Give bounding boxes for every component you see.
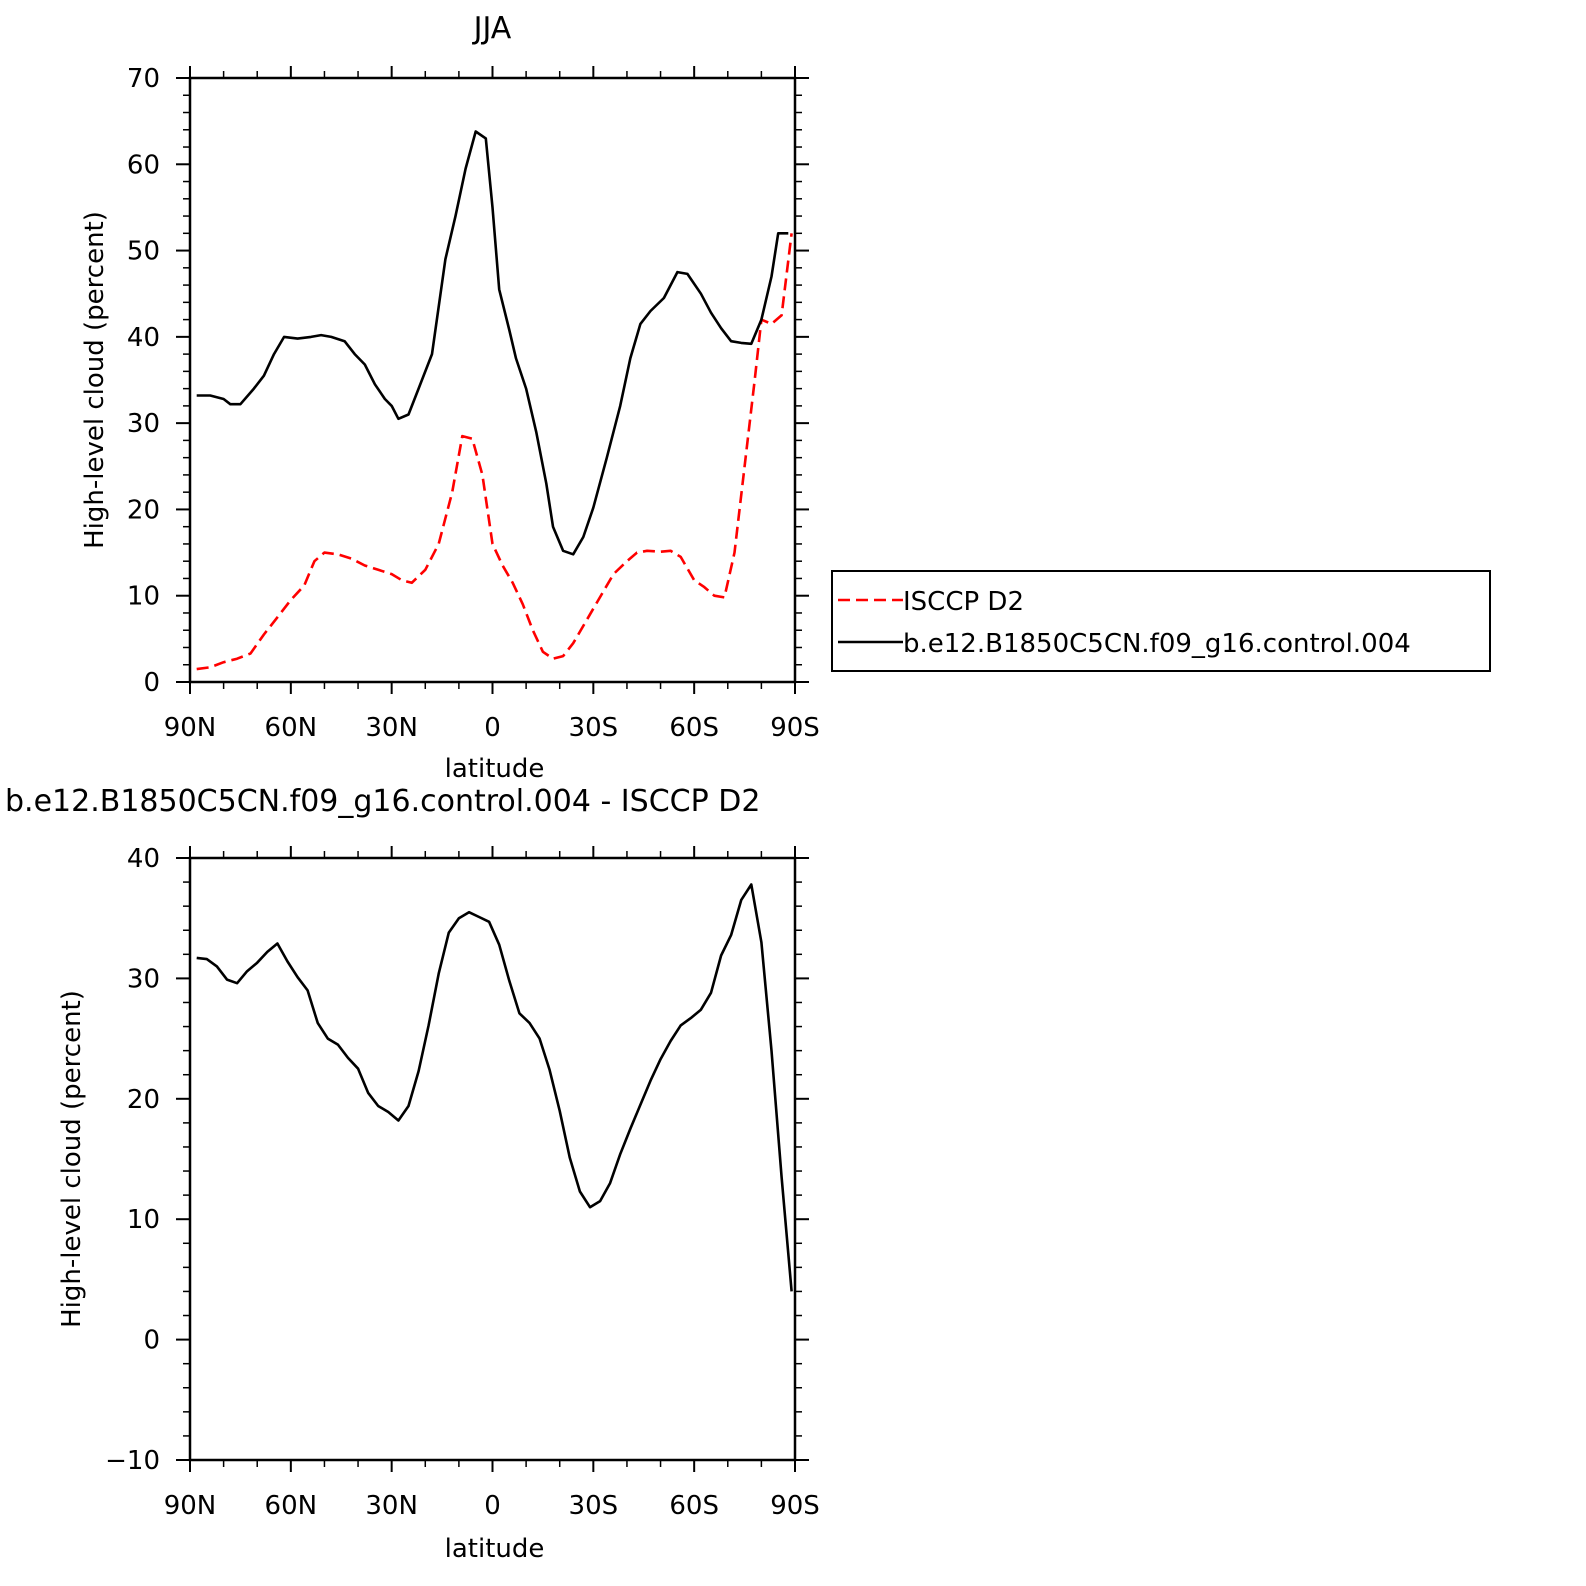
x-tick-label: 90S <box>770 713 820 743</box>
x-tick-label: 60N <box>265 1491 318 1521</box>
legend-entry-label: b.e12.B1850C5CN.f09_g16.control.004 <box>903 629 1411 659</box>
x-tick-label: 0 <box>484 1491 501 1521</box>
x-tick-label: 30S <box>569 713 619 743</box>
chart-title: JJA <box>472 11 512 46</box>
legend: ISCCP D2 b.e12.B1850C5CN.f09_g16.control.… <box>831 570 1491 672</box>
x-tick-label: 90S <box>770 1491 820 1521</box>
x-tick-label: 0 <box>484 713 501 743</box>
x-tick-label: 30N <box>365 1491 418 1521</box>
y-tick-label: 0 <box>143 1326 160 1356</box>
series-line-model-control <box>196 130 789 556</box>
x-tick-label: 30S <box>569 1491 619 1521</box>
y-tick-label: 50 <box>127 237 160 267</box>
x-axis-label: latitude <box>445 754 545 784</box>
y-axis-label: High-level cloud (percent) <box>57 990 87 1328</box>
x-tick-label: 60S <box>669 713 719 743</box>
y-tick-label: 10 <box>127 582 160 612</box>
legend-box <box>831 570 1491 672</box>
series-line-model-control <box>196 883 793 1292</box>
chart-title: b.e12.B1850C5CN.f09_g16.control.004 - IS… <box>5 784 760 819</box>
y-tick-label: 20 <box>127 495 160 525</box>
y-tick-label: 20 <box>127 1085 160 1115</box>
y-tick-label: 40 <box>127 844 160 874</box>
top-panel-jja: JJA 90N 60N 30N 0 30S 60S 90S 0 10 20 30 40 50 60 70 lat… <box>80 11 820 784</box>
x-tick-label: 30N <box>365 713 418 743</box>
x-tick-label: 60S <box>669 1491 719 1521</box>
y-tick-label: 60 <box>127 150 160 180</box>
y-tick-label: 0 <box>143 668 160 698</box>
y-tick-label: 70 <box>127 64 160 94</box>
x-axis-label: latitude <box>445 1534 545 1564</box>
x-tick-label: 90N <box>164 713 217 743</box>
y-tick-label: 30 <box>127 964 160 994</box>
legend-entry-label: ISCCP D2 <box>903 587 1024 617</box>
plot-frame <box>188 76 797 684</box>
y-tick-label: 10 <box>127 1205 160 1235</box>
series-line-isccp-d2 <box>196 233 793 671</box>
y-tick-label: 30 <box>127 409 160 439</box>
y-tick-label: 40 <box>127 323 160 353</box>
y-tick-label: −10 <box>105 1446 160 1476</box>
y-axis-label: High-level cloud (percent) <box>80 211 110 549</box>
x-tick-label: 60N <box>265 713 318 743</box>
bottom-panel-difference: b.e12.B1850C5CN.f09_g16.control.004 - IS… <box>5 784 820 1564</box>
x-tick-label: 90N <box>164 1491 217 1521</box>
